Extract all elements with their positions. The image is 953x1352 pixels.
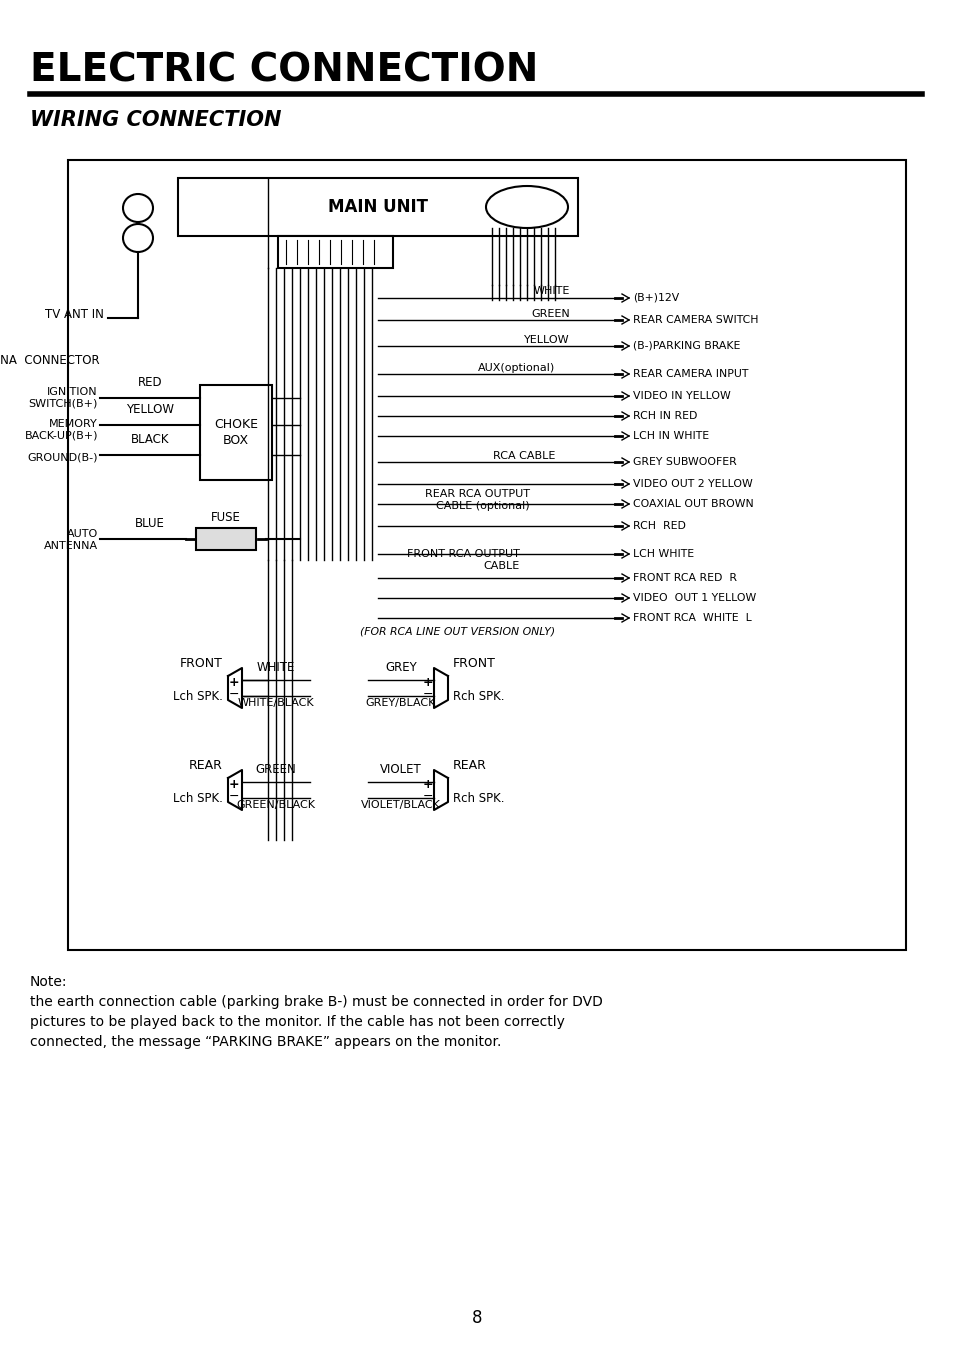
Bar	[195, 529, 255, 550]
Text: GREEN: GREEN	[531, 310, 569, 319]
Text: VIOLET: VIOLET	[379, 763, 421, 776]
Text: −: −	[422, 688, 433, 700]
Text: LCH WHITE: LCH WHITE	[633, 549, 694, 558]
Text: GROUND(B-): GROUND(B-)	[28, 453, 98, 462]
Text: REAR: REAR	[189, 758, 223, 772]
Text: COAXIAL OUT BROWN: COAXIAL OUT BROWN	[633, 499, 753, 508]
Text: GREY/BLACK: GREY/BLACK	[365, 698, 436, 708]
Text: MEMORY
BACK-UP(B+): MEMORY BACK-UP(B+)	[25, 419, 98, 441]
Text: REAR CAMERA INPUT: REAR CAMERA INPUT	[633, 369, 747, 379]
Text: REAR CAMERA SWITCH: REAR CAMERA SWITCH	[633, 315, 758, 324]
Text: VIDEO OUT 2 YELLOW: VIDEO OUT 2 YELLOW	[633, 479, 752, 489]
Text: (B+)12V: (B+)12V	[633, 293, 679, 303]
Text: REAR RCA OUTPUT
CABLE (optional): REAR RCA OUTPUT CABLE (optional)	[424, 489, 530, 511]
Text: Note:: Note:	[30, 975, 68, 990]
Text: WHITE: WHITE	[256, 661, 294, 675]
Text: TV ANT IN: TV ANT IN	[45, 307, 104, 320]
Text: Rch SPK.: Rch SPK.	[453, 792, 504, 804]
Text: FUSE: FUSE	[211, 511, 241, 525]
Text: RCH IN RED: RCH IN RED	[633, 411, 697, 420]
Text: +: +	[229, 777, 239, 791]
Text: Lch SPK.: Lch SPK.	[172, 792, 223, 804]
Bar	[200, 385, 272, 480]
Text: RED: RED	[137, 376, 162, 389]
Ellipse shape	[123, 193, 152, 222]
Text: WIRING CONNECTION: WIRING CONNECTION	[30, 110, 281, 130]
Text: AUTO
ANTENNA: AUTO ANTENNA	[44, 529, 98, 550]
Text: IGNITION
SWITCH(B+): IGNITION SWITCH(B+)	[29, 387, 98, 408]
Text: VIDEO  OUT 1 YELLOW: VIDEO OUT 1 YELLOW	[633, 594, 756, 603]
Text: GREY SUBWOOFER: GREY SUBWOOFER	[633, 457, 736, 466]
Text: FRONT: FRONT	[180, 657, 223, 671]
Text: LCH IN WHITE: LCH IN WHITE	[633, 431, 708, 441]
Text: VIDEO IN YELLOW: VIDEO IN YELLOW	[633, 391, 730, 402]
Text: +: +	[422, 676, 433, 688]
Text: connected, the message “PARKING BRAKE” appears on the monitor.: connected, the message “PARKING BRAKE” a…	[30, 1036, 501, 1049]
Text: pictures to be played back to the monitor. If the cable has not been correctly: pictures to be played back to the monito…	[30, 1015, 564, 1029]
Text: FRONT RCA OUTPUT
CABLE: FRONT RCA OUTPUT CABLE	[407, 549, 519, 571]
Text: CHOKE
BOX: CHOKE BOX	[213, 419, 257, 446]
Text: −: −	[229, 688, 239, 700]
Bar	[68, 160, 905, 950]
Text: 8: 8	[471, 1309, 482, 1328]
Text: BLUE: BLUE	[135, 516, 165, 530]
Text: YELLOW: YELLOW	[524, 335, 569, 345]
Text: ELECTRIC CONNECTION: ELECTRIC CONNECTION	[30, 51, 537, 91]
Text: WHITE: WHITE	[533, 287, 569, 296]
Text: WHITE/BLACK: WHITE/BLACK	[237, 698, 314, 708]
Bar	[178, 178, 578, 237]
Ellipse shape	[123, 224, 152, 251]
Text: GREY: GREY	[385, 661, 416, 675]
Text: GREEN: GREEN	[255, 763, 296, 776]
Text: FRONT RCA RED  R: FRONT RCA RED R	[633, 573, 737, 583]
Text: (FOR RCA LINE OUT VERSION ONLY): (FOR RCA LINE OUT VERSION ONLY)	[359, 627, 555, 637]
Text: RCA CABLE: RCA CABLE	[492, 452, 555, 461]
Text: +: +	[229, 676, 239, 688]
Text: MAIN UNIT: MAIN UNIT	[328, 197, 428, 216]
Text: Lch SPK.: Lch SPK.	[172, 690, 223, 703]
Text: YELLOW: YELLOW	[126, 403, 173, 416]
Text: REAR: REAR	[453, 758, 486, 772]
Text: −: −	[229, 790, 239, 803]
Text: FRONT RCA  WHITE  L: FRONT RCA WHITE L	[633, 612, 751, 623]
Text: BLACK: BLACK	[131, 433, 169, 446]
Text: VIOLET/BLACK: VIOLET/BLACK	[360, 800, 440, 810]
Text: RCH  RED: RCH RED	[633, 521, 685, 531]
Text: Rch SPK.: Rch SPK.	[453, 690, 504, 703]
Text: GREEN/BLACK: GREEN/BLACK	[236, 800, 315, 810]
Text: −: −	[422, 790, 433, 803]
Text: FRONT: FRONT	[453, 657, 496, 671]
Text: +: +	[422, 777, 433, 791]
Text: the earth connection cable (parking brake B-) must be connected in order for DVD: the earth connection cable (parking brak…	[30, 995, 602, 1009]
Bar	[277, 237, 393, 268]
Text: ANTENNA  CONNECTOR: ANTENNA CONNECTOR	[0, 353, 100, 366]
Text: (B-)PARKING BRAKE: (B-)PARKING BRAKE	[633, 341, 740, 352]
Ellipse shape	[485, 187, 567, 228]
Text: AUX(optional): AUX(optional)	[477, 362, 555, 373]
